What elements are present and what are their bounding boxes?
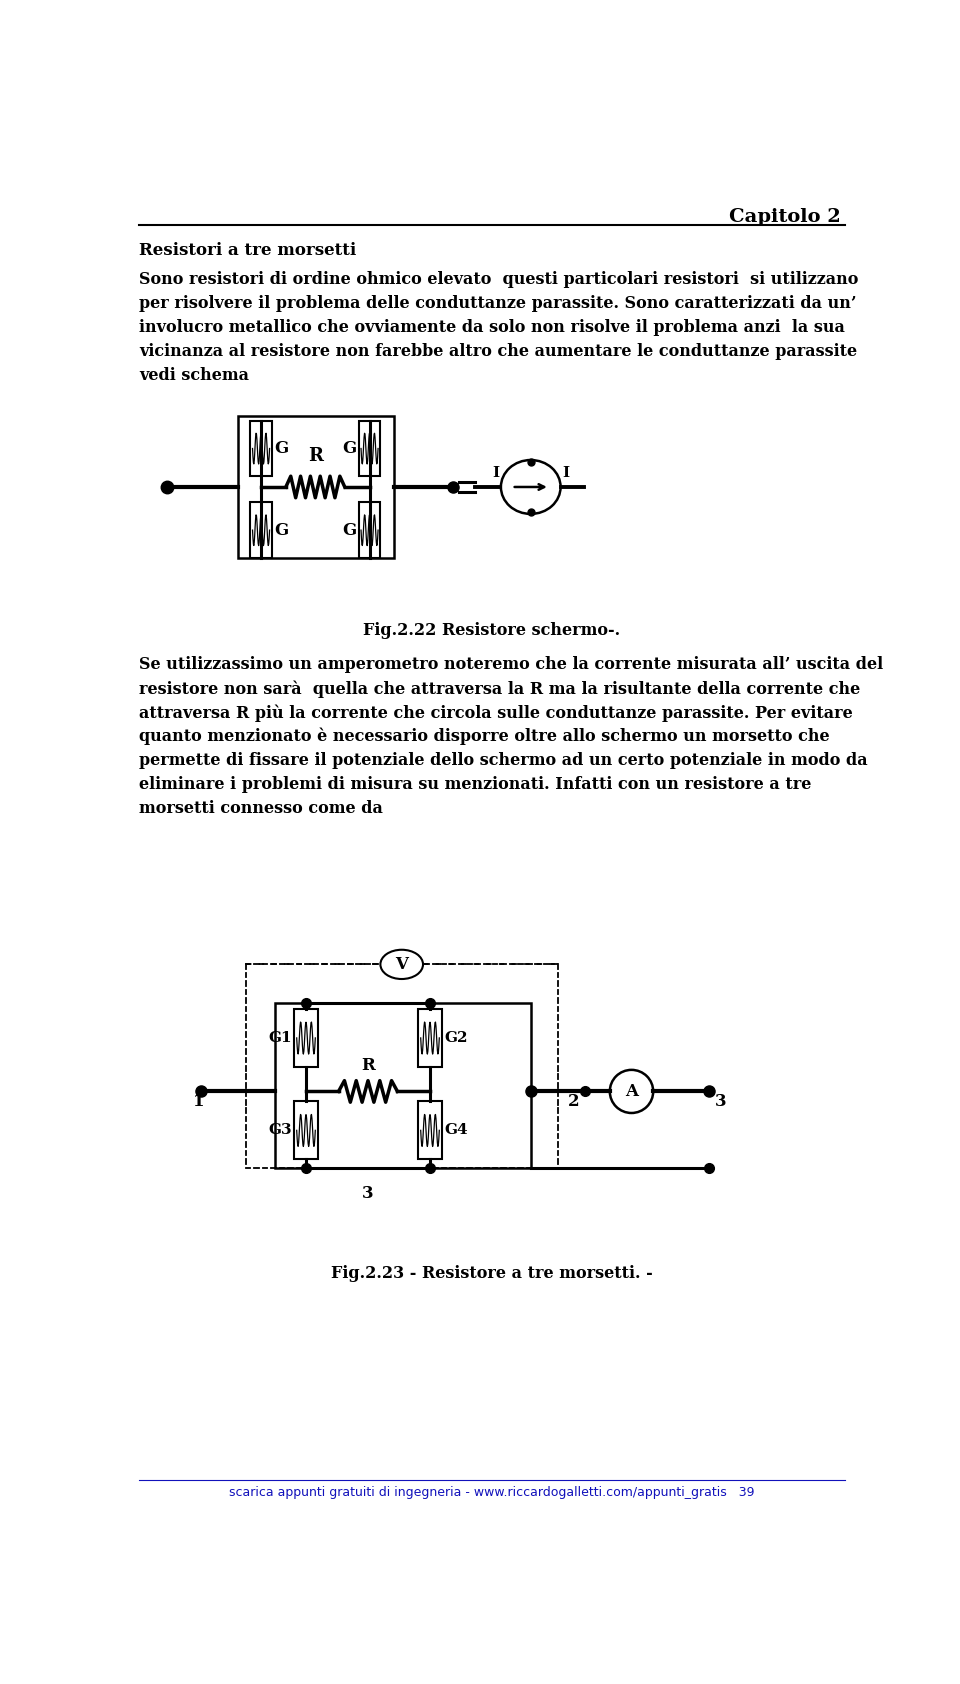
Text: 2: 2	[567, 1093, 579, 1110]
Text: Se utilizzassimo un amperometro noteremo che la corrente misurata all’ uscita de: Se utilizzassimo un amperometro noteremo…	[139, 657, 883, 674]
Text: R: R	[308, 448, 323, 465]
Text: per risolvere il problema delle conduttanze parassite. Sono caratterizzati da un: per risolvere il problema delle condutta…	[139, 295, 857, 312]
Bar	[238, 416, 394, 557]
Bar	[419, 1101, 442, 1159]
Text: G3: G3	[269, 1123, 292, 1137]
Text: 3: 3	[715, 1093, 727, 1110]
Bar	[251, 502, 272, 557]
Text: G2: G2	[444, 1031, 468, 1044]
Bar	[295, 1101, 318, 1159]
Text: G1: G1	[269, 1031, 292, 1044]
Text: resistore non sarà  quella che attraversa la R ma la risultante della corrente c: resistore non sarà quella che attraversa…	[139, 680, 860, 697]
Text: A: A	[625, 1083, 638, 1100]
Text: vicinanza al resistore non farebbe altro che aumentare le conduttanze parassite: vicinanza al resistore non farebbe altro…	[139, 344, 857, 360]
Text: attraversa R più la corrente che circola sulle conduttanze parassite. Per evitar: attraversa R più la corrente che circola…	[139, 704, 853, 722]
Text: Capitolo 2: Capitolo 2	[729, 209, 841, 226]
Circle shape	[610, 1069, 653, 1113]
Text: Fig.2.23 - Resistore a tre morsetti. -: Fig.2.23 - Resistore a tre morsetti. -	[331, 1265, 653, 1282]
Text: V: V	[396, 957, 408, 973]
Text: I: I	[492, 466, 499, 480]
Text: Sono resistori di ordine ohmico elevato  questi particolari resistori  si utiliz: Sono resistori di ordine ohmico elevato …	[139, 271, 859, 288]
Bar	[359, 421, 380, 477]
Text: 1: 1	[193, 1093, 204, 1110]
Bar	[419, 1009, 442, 1066]
Text: vedi schema: vedi schema	[139, 367, 250, 384]
Text: G: G	[275, 440, 288, 456]
Text: Resistori a tre morsetti: Resistori a tre morsetti	[139, 242, 356, 259]
Text: I: I	[563, 466, 569, 480]
Bar	[295, 1009, 318, 1066]
Text: G: G	[342, 522, 356, 539]
Bar	[275, 1004, 531, 1169]
Ellipse shape	[501, 460, 561, 514]
Text: scarica appunti gratuiti di ingegneria - www.riccardogalletti.com/appunti_gratis: scarica appunti gratuiti di ingegneria -…	[229, 1487, 755, 1499]
Text: involucro metallico che ovviamente da solo non risolve il problema anzi  la sua: involucro metallico che ovviamente da so…	[139, 320, 845, 337]
Text: eliminare i problemi di misura su menzionati. Infatti con un resistore a tre: eliminare i problemi di misura su menzio…	[139, 776, 812, 793]
Text: permette di fissare il potenziale dello schermo ad un certo potenziale in modo d: permette di fissare il potenziale dello …	[139, 751, 868, 770]
Text: G4: G4	[444, 1123, 468, 1137]
Text: quanto menzionato è necessario disporre oltre allo schermo un morsetto che: quanto menzionato è necessario disporre …	[139, 727, 830, 746]
Text: 3: 3	[362, 1186, 373, 1202]
Bar	[359, 502, 380, 557]
Text: R: R	[361, 1058, 374, 1074]
Bar	[251, 421, 272, 477]
Ellipse shape	[380, 950, 423, 978]
Text: G: G	[275, 522, 288, 539]
Text: Fig.2.22 Resistore schermo-.: Fig.2.22 Resistore schermo-.	[364, 621, 620, 638]
Text: G: G	[342, 440, 356, 456]
Text: morsetti connesso come da: morsetti connesso come da	[139, 800, 383, 817]
